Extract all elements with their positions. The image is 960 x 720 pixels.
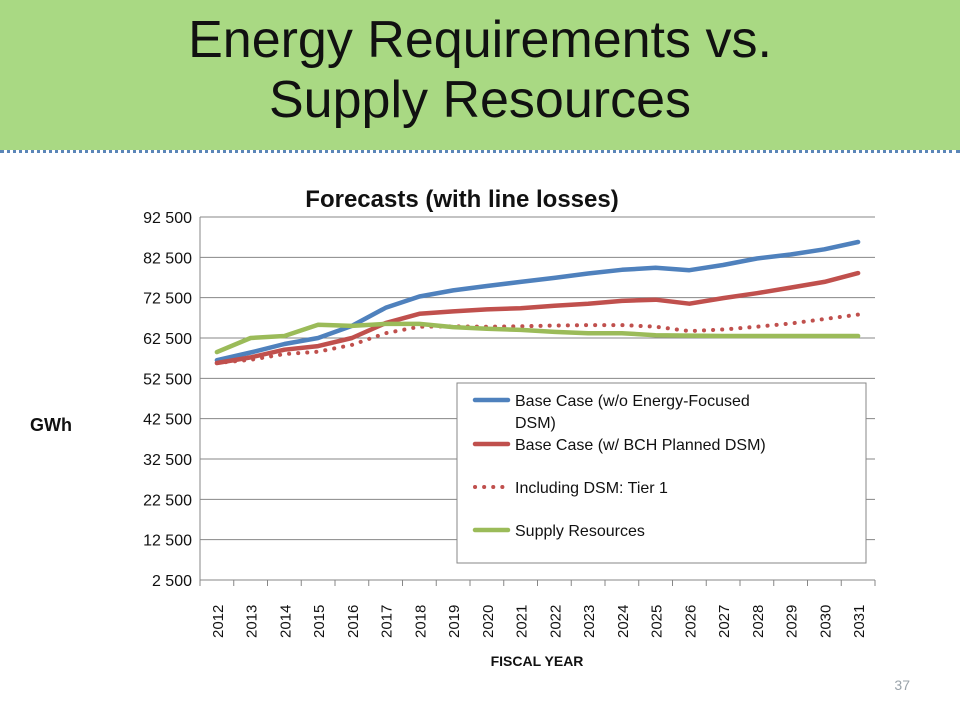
legend-label: Base Case (w/o Energy-Focused DSM) xyxy=(515,393,750,432)
x-tick-label: 2028 xyxy=(750,605,767,638)
x-tick-label: 2014 xyxy=(277,605,294,638)
x-tick-label: 2025 xyxy=(649,605,666,638)
y-tick-label: 72 500 xyxy=(143,291,192,308)
x-tick-label: 2019 xyxy=(446,605,463,638)
legend-label: Including DSM: Tier 1 xyxy=(515,480,668,497)
x-tick-label: 2031 xyxy=(851,605,868,638)
x-tick-label: 2017 xyxy=(379,605,396,638)
series-line xyxy=(214,239,861,363)
x-tick-label: 2020 xyxy=(480,605,497,638)
x-tick-label: 2012 xyxy=(210,605,227,638)
chart-title: Forecasts (with line losses) xyxy=(305,186,618,213)
page-number: 37 xyxy=(894,677,910,693)
y-tick-label: 32 500 xyxy=(143,452,192,469)
x-tick-label: 2023 xyxy=(581,605,598,638)
x-tick-label: 2016 xyxy=(345,605,362,638)
x-tick-label: 2029 xyxy=(784,605,801,638)
x-tick-label: 2026 xyxy=(682,605,699,638)
x-tick-label: 2027 xyxy=(716,605,733,638)
x-tick-label: 2021 xyxy=(514,605,531,638)
y-tick-label: 2 500 xyxy=(152,573,192,590)
x-tick-label: 2022 xyxy=(547,605,564,638)
x-tick-label: 2024 xyxy=(615,605,632,638)
legend-label: Supply Resources xyxy=(515,523,645,540)
title-band xyxy=(0,0,960,150)
slide-title-line-1: Energy Requirements vs. xyxy=(188,11,772,69)
x-tick-label: 2015 xyxy=(311,605,328,638)
x-tick-label: 2018 xyxy=(412,605,429,638)
series-line xyxy=(214,312,861,365)
y-axis-label: GWh xyxy=(30,415,72,435)
x-axis-label: FISCAL YEAR xyxy=(491,653,584,669)
slide-title: Energy Requirements vs. Supply Resources xyxy=(40,10,920,130)
y-tick-label: 82 500 xyxy=(143,250,192,267)
legend-box xyxy=(456,382,867,564)
y-tick-label: 42 500 xyxy=(143,412,192,429)
y-tick-label: 92 500 xyxy=(143,210,192,227)
series-line xyxy=(214,270,861,366)
y-tick-label: 52 500 xyxy=(143,371,192,388)
y-tick-label: 22 500 xyxy=(143,492,192,509)
series-line xyxy=(214,321,861,355)
y-tick-label: 62 500 xyxy=(143,331,192,348)
x-tick-label: 2013 xyxy=(244,605,261,638)
y-tick-label: 12 500 xyxy=(143,533,192,550)
slide-title-line-2: Supply Resources xyxy=(269,71,691,129)
title-divider xyxy=(0,150,960,153)
legend-label: Base Case (w/ BCH Planned DSM) xyxy=(515,437,766,454)
x-tick-label: 2030 xyxy=(817,605,834,638)
